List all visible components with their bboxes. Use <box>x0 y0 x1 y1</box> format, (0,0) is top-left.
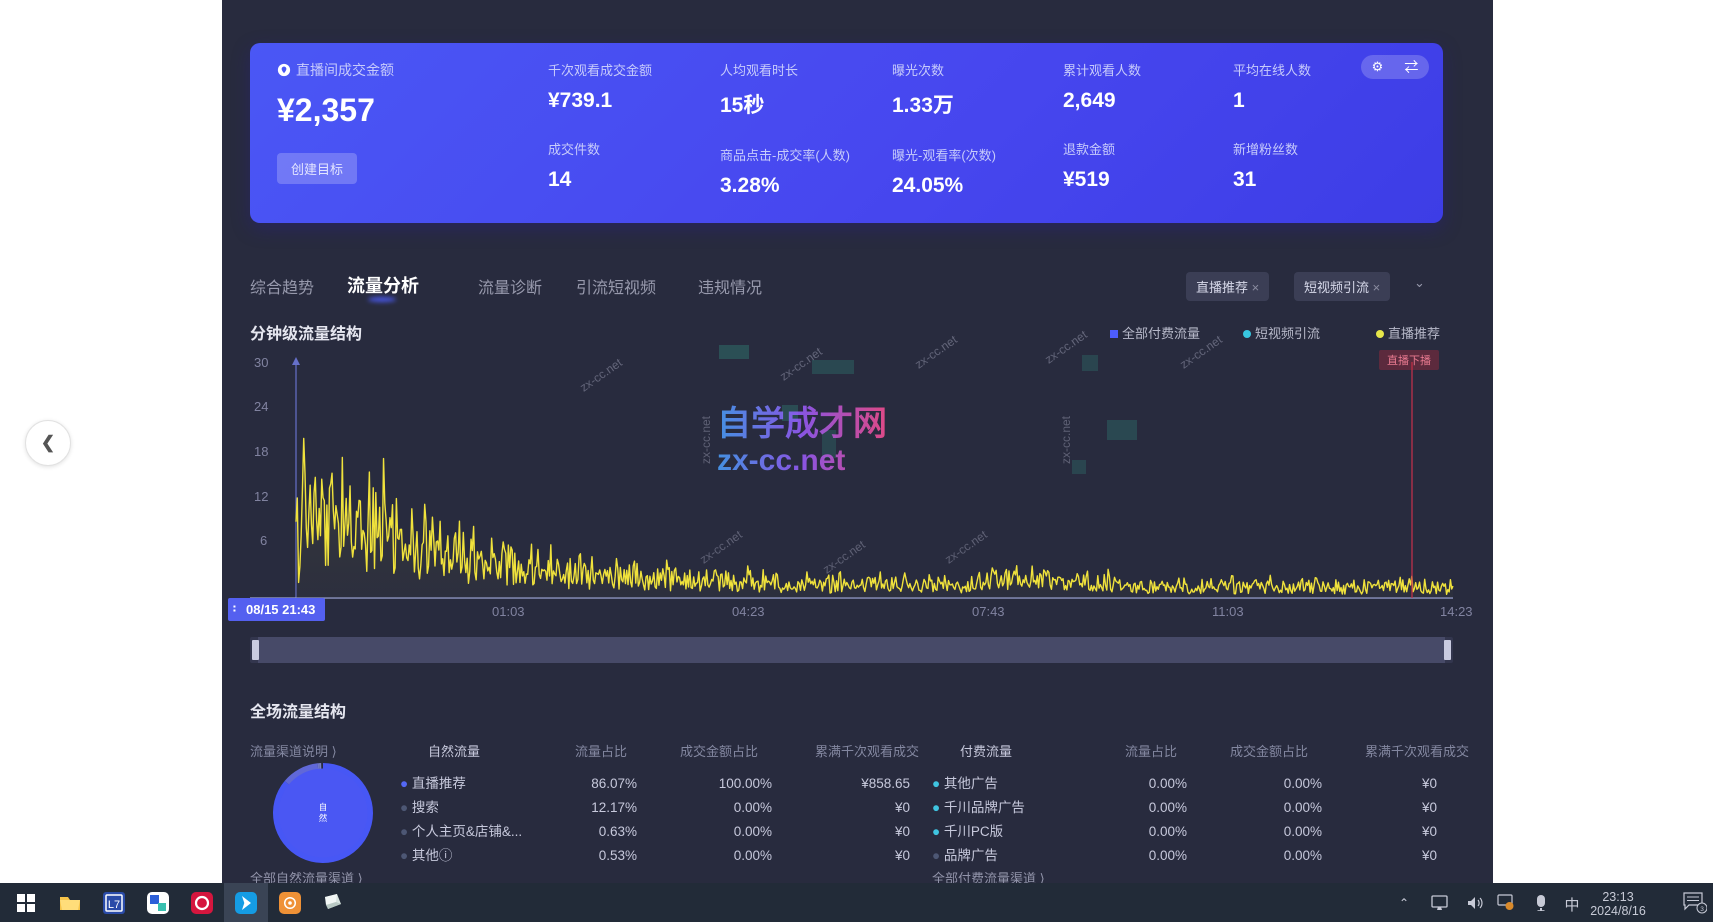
svg-text:然: 然 <box>319 813 328 823</box>
svg-text:L7: L7 <box>108 899 120 911</box>
svg-text:3: 3 <box>1700 906 1704 913</box>
svg-text:自: 自 <box>319 802 328 812</box>
